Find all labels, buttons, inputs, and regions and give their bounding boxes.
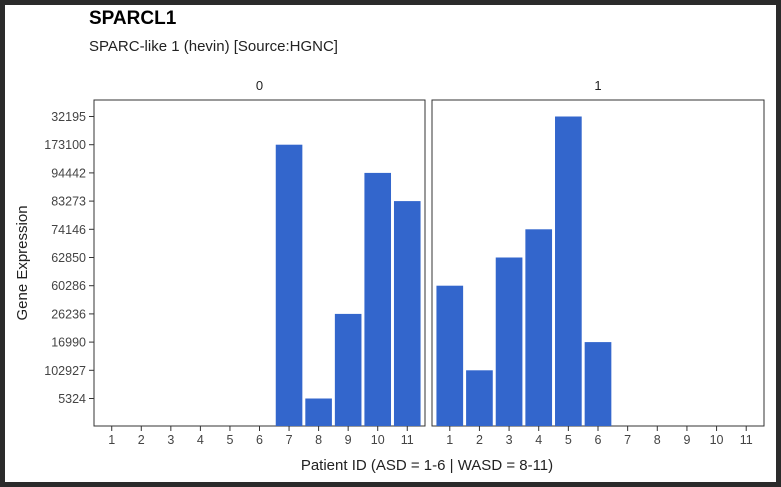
y-tick-label: 32195 bbox=[51, 110, 86, 124]
x-tick-label: 11 bbox=[401, 433, 414, 447]
bar bbox=[466, 370, 493, 426]
y-tick-label: 16990 bbox=[51, 336, 86, 350]
chart-title: SPARCL1 bbox=[89, 8, 177, 29]
x-tick-label: 4 bbox=[197, 433, 204, 447]
x-tick-label: 7 bbox=[286, 433, 293, 447]
x-tick-label: 9 bbox=[345, 433, 352, 447]
bar bbox=[584, 342, 612, 426]
y-tick-label: 60286 bbox=[51, 279, 86, 293]
bar bbox=[334, 313, 362, 426]
x-tick-label: 10 bbox=[710, 433, 724, 447]
bar bbox=[275, 144, 303, 426]
y-tick-label: 94442 bbox=[51, 166, 86, 180]
bar bbox=[305, 398, 332, 426]
bar bbox=[525, 229, 553, 426]
y-tick-label: 74146 bbox=[51, 223, 86, 237]
x-tick-label: 8 bbox=[315, 433, 322, 447]
x-tick-label: 1 bbox=[446, 433, 453, 447]
x-tick-label: 2 bbox=[476, 433, 483, 447]
facet-label: 0 bbox=[256, 78, 263, 93]
x-tick-label: 1 bbox=[108, 433, 115, 447]
x-tick-label: 6 bbox=[256, 433, 263, 447]
y-tick-label: 83273 bbox=[51, 195, 86, 209]
y-tick-label: 102927 bbox=[44, 364, 86, 378]
bar bbox=[555, 116, 582, 426]
facet-label: 1 bbox=[594, 78, 601, 93]
x-tick-label: 10 bbox=[371, 433, 385, 447]
y-axis-label: Gene Expression bbox=[14, 205, 31, 320]
x-tick-label: 9 bbox=[683, 433, 690, 447]
x-tick-label: 8 bbox=[654, 433, 661, 447]
y-tick-label: 173100 bbox=[44, 138, 86, 152]
x-tick-label: 2 bbox=[138, 433, 145, 447]
x-tick-label: 5 bbox=[226, 433, 233, 447]
chart-subtitle: SPARC-like 1 (hevin) [Source:HGNC] bbox=[89, 38, 338, 55]
x-tick-label: 4 bbox=[535, 433, 542, 447]
x-tick-label: 11 bbox=[740, 433, 753, 447]
bar bbox=[495, 257, 523, 426]
bar bbox=[436, 285, 464, 426]
y-tick-label: 26236 bbox=[51, 307, 86, 321]
x-axis-label: Patient ID (ASD = 1-6 | WASD = 8-11) bbox=[301, 457, 553, 474]
bar bbox=[393, 201, 421, 426]
x-tick-label: 3 bbox=[506, 433, 513, 447]
x-tick-label: 7 bbox=[624, 433, 631, 447]
x-tick-label: 3 bbox=[167, 433, 174, 447]
x-tick-label: 5 bbox=[565, 433, 572, 447]
bar bbox=[364, 172, 392, 426]
y-tick-label: 62850 bbox=[51, 251, 86, 265]
y-tick-label: 5324 bbox=[58, 392, 86, 406]
x-tick-label: 6 bbox=[595, 433, 602, 447]
